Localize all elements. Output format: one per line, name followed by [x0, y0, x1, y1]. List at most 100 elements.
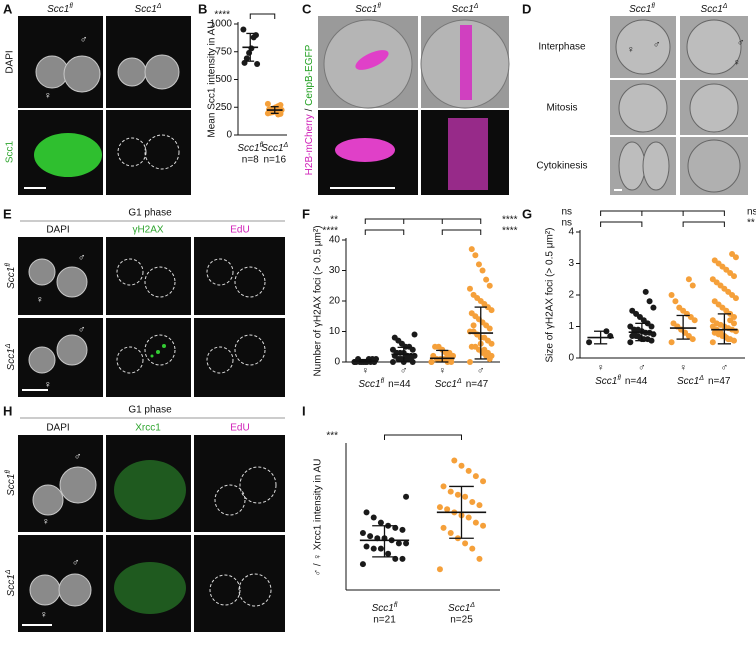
- y-axis-label: Mean Scc1 intensity in AU: [207, 21, 218, 137]
- dot: [668, 339, 675, 346]
- scc1-signal: [34, 133, 102, 177]
- sex-label: ♀: [679, 363, 687, 374]
- dot: [411, 331, 418, 338]
- dot: [479, 267, 486, 274]
- symbol: ♂: [74, 452, 82, 463]
- sig-bracket: [682, 221, 725, 227]
- nucleus: [28, 346, 56, 374]
- dot: [676, 304, 683, 311]
- dot: [476, 502, 483, 509]
- stain: H2B-mCherry: [304, 114, 315, 175]
- dot: [377, 519, 384, 526]
- dot: [476, 555, 483, 562]
- stain-sep: /: [304, 108, 315, 111]
- dot: [469, 545, 476, 552]
- dot: [709, 276, 716, 283]
- nucleus-outline: [239, 466, 277, 504]
- dot: [444, 506, 451, 513]
- dot: [246, 49, 253, 56]
- col-header: DAPI: [46, 225, 69, 236]
- dot: [468, 246, 475, 253]
- dot: [650, 304, 657, 311]
- genotype: Scc1: [452, 4, 474, 15]
- nucleus-outline: [116, 346, 144, 374]
- dot: [391, 334, 398, 341]
- dot: [711, 298, 718, 305]
- foci: [156, 350, 160, 354]
- col-header: Scc1Δ: [452, 3, 479, 15]
- n-label: n=47: [708, 376, 731, 387]
- dot: [480, 522, 487, 529]
- genotype-sup: Δ: [469, 602, 475, 609]
- dot: [432, 343, 439, 350]
- dot: [729, 251, 736, 258]
- y-tick-label: 30: [329, 265, 341, 276]
- image: [194, 237, 285, 315]
- nucleus: [56, 266, 88, 298]
- dot: [385, 550, 392, 557]
- sig-label: ****: [322, 226, 338, 237]
- nucleus: [35, 55, 69, 89]
- dot: [472, 252, 479, 259]
- genotype: Scc1: [448, 603, 470, 614]
- genotype-sup: fl: [377, 3, 381, 10]
- sex-label: ♂: [638, 363, 646, 374]
- nucleus: [59, 466, 97, 504]
- nucleus: [28, 258, 56, 286]
- genotype-sup: Δ: [456, 378, 462, 385]
- panel-letter: C: [302, 1, 312, 16]
- col-header: Scc1fl: [355, 3, 381, 15]
- row-label: Scc1fl: [5, 470, 17, 496]
- dot: [436, 566, 443, 573]
- sig-bracket: [641, 210, 725, 216]
- symbol: ♂: [737, 38, 745, 49]
- y-tick-label: 1000: [210, 19, 233, 30]
- phase-title: G1 phase: [128, 208, 172, 219]
- nucleus-outline: [144, 334, 176, 366]
- phase-title: G1 phase: [128, 405, 172, 416]
- dot: [481, 346, 488, 353]
- genotype: Scc1: [237, 143, 259, 154]
- dot: [250, 34, 257, 41]
- n-label: n=16: [263, 155, 286, 166]
- dot: [486, 282, 493, 289]
- y-tick-label: 4: [568, 227, 574, 238]
- sex-label: ♂: [477, 366, 485, 377]
- symbol: ♀: [44, 91, 52, 102]
- dot: [447, 530, 454, 537]
- row-label: DAPI: [5, 50, 16, 73]
- nucleus-outline: [234, 334, 266, 366]
- dot: [240, 26, 247, 33]
- dot: [403, 493, 410, 500]
- dot: [395, 540, 402, 547]
- col-header: EdU: [230, 423, 249, 434]
- genotype-sup: fl: [617, 375, 621, 382]
- genotype-label: Scc1Δ n=47: [677, 375, 731, 387]
- panel-letter: D: [522, 1, 531, 16]
- dot: [629, 307, 636, 314]
- symbol: ♀: [733, 58, 741, 69]
- xrcc1-signal: [114, 562, 186, 614]
- nucleus-outline: [144, 266, 176, 298]
- zygote: [689, 83, 739, 133]
- image: [106, 318, 191, 397]
- genotype-sup: fl: [394, 602, 398, 609]
- genotype-sup: Δ: [473, 3, 479, 10]
- nucleus-outline: [209, 574, 241, 606]
- stain: CenpB-EGFP: [304, 44, 315, 105]
- dot: [351, 359, 358, 365]
- dot: [447, 488, 454, 495]
- sex-label: ♀: [362, 366, 370, 377]
- dot: [465, 467, 472, 474]
- dot: [377, 545, 384, 552]
- genotype: Scc1: [595, 376, 617, 387]
- chromosomes: [460, 25, 472, 100]
- y-axis-label: ♂ / ♀ Xrcc1 intensity in AU: [313, 459, 324, 577]
- genotype: Scc1: [6, 574, 17, 596]
- dot: [363, 543, 370, 550]
- foci: [150, 354, 154, 358]
- y-tick-label: 0: [334, 357, 340, 368]
- genotype-sup: fl: [69, 3, 73, 10]
- dot: [428, 359, 435, 365]
